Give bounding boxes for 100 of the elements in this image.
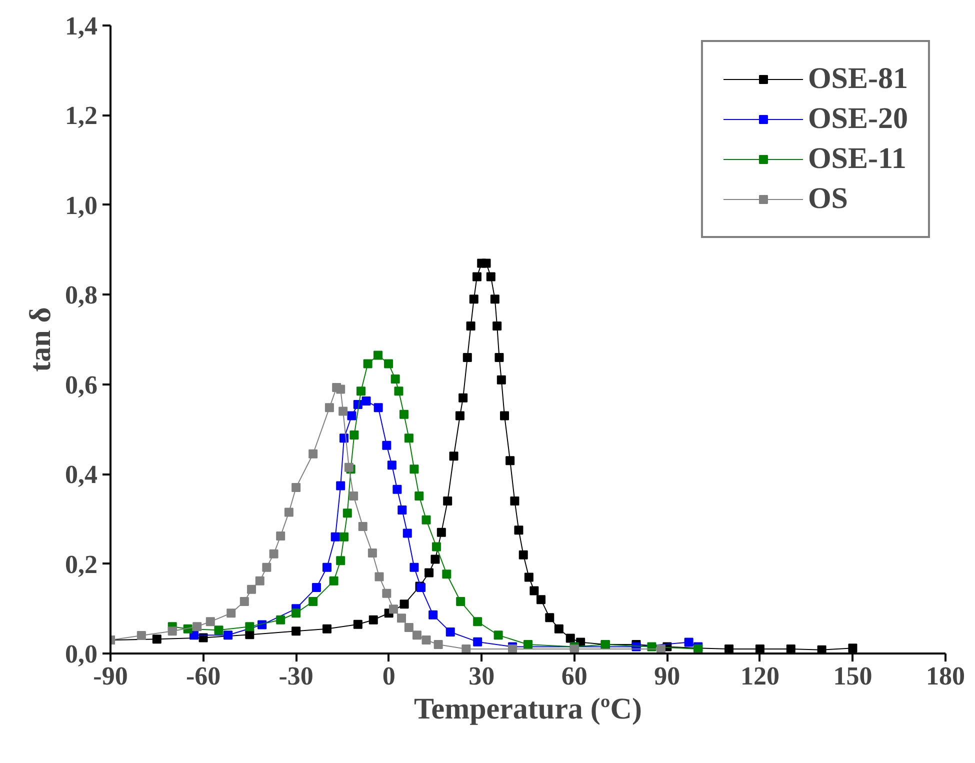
point bbox=[432, 542, 441, 552]
point bbox=[545, 613, 554, 622]
point bbox=[245, 622, 254, 632]
point bbox=[473, 617, 482, 626]
point bbox=[374, 403, 383, 412]
point bbox=[422, 636, 431, 645]
point bbox=[848, 644, 858, 653]
x-tick-label: -60 bbox=[186, 662, 221, 690]
point bbox=[455, 411, 464, 420]
point bbox=[514, 526, 524, 535]
point bbox=[684, 638, 694, 647]
point bbox=[292, 626, 301, 636]
point bbox=[168, 626, 177, 636]
point bbox=[410, 562, 419, 572]
y-tick-label: 0,2 bbox=[65, 550, 98, 579]
point bbox=[524, 572, 534, 582]
point bbox=[508, 644, 518, 654]
point bbox=[490, 294, 500, 304]
point bbox=[368, 548, 377, 558]
point bbox=[458, 393, 468, 402]
y-tick-label: 1,0 bbox=[65, 190, 98, 220]
point bbox=[449, 452, 458, 461]
point bbox=[356, 386, 366, 396]
point bbox=[424, 568, 434, 578]
point bbox=[494, 352, 504, 362]
point bbox=[336, 481, 346, 490]
x-tick-label: 180 bbox=[926, 662, 965, 690]
x-tick-label: 60 bbox=[561, 662, 588, 690]
point bbox=[466, 322, 476, 331]
x-tick-label: -30 bbox=[278, 662, 314, 690]
point bbox=[363, 359, 372, 368]
legend-label: OSE-11 bbox=[808, 142, 906, 176]
point bbox=[350, 430, 359, 440]
point bbox=[308, 449, 318, 458]
point bbox=[472, 272, 482, 282]
point bbox=[486, 272, 496, 282]
point bbox=[152, 634, 162, 644]
point bbox=[494, 630, 503, 640]
point bbox=[284, 508, 294, 517]
x-tick-label: 150 bbox=[833, 662, 872, 690]
point bbox=[422, 515, 431, 524]
x-tick-label: 30 bbox=[468, 662, 495, 690]
point bbox=[402, 528, 412, 538]
point bbox=[192, 622, 202, 632]
point bbox=[404, 434, 414, 443]
point bbox=[392, 484, 402, 494]
point bbox=[394, 386, 404, 396]
point bbox=[362, 396, 371, 406]
point bbox=[496, 375, 506, 384]
point bbox=[456, 596, 466, 606]
point bbox=[506, 456, 515, 466]
y-tick-label: 0,8 bbox=[65, 280, 98, 310]
point bbox=[436, 528, 446, 537]
point bbox=[510, 496, 520, 506]
point bbox=[482, 258, 491, 268]
point bbox=[384, 359, 394, 368]
x-tick-label: 0 bbox=[382, 662, 396, 690]
point bbox=[443, 496, 452, 506]
legend-label: OSE-81 bbox=[808, 62, 908, 96]
legend-label: OS bbox=[808, 182, 848, 216]
point bbox=[755, 644, 764, 654]
point bbox=[136, 631, 146, 640]
point bbox=[312, 583, 321, 592]
point bbox=[473, 637, 482, 646]
point bbox=[399, 410, 408, 419]
point bbox=[347, 411, 356, 420]
point bbox=[786, 644, 796, 654]
point bbox=[492, 322, 502, 331]
y-tick-label: 1,4 bbox=[65, 12, 98, 40]
point bbox=[387, 460, 396, 470]
point bbox=[382, 588, 392, 598]
legend-label: OSE-20 bbox=[808, 102, 908, 136]
x-tick-label: 120 bbox=[740, 662, 780, 690]
point bbox=[390, 374, 400, 384]
point bbox=[404, 622, 414, 632]
point bbox=[324, 403, 334, 412]
point bbox=[336, 556, 346, 566]
point bbox=[374, 350, 383, 360]
point bbox=[446, 627, 455, 636]
point bbox=[412, 630, 422, 640]
point bbox=[724, 644, 734, 654]
point bbox=[206, 617, 215, 626]
point bbox=[349, 492, 358, 501]
point bbox=[462, 644, 471, 654]
point bbox=[292, 608, 301, 618]
point bbox=[329, 576, 338, 586]
point bbox=[518, 550, 528, 560]
point bbox=[410, 464, 419, 474]
x-axis-title: Temperatura (ºC) bbox=[414, 692, 642, 726]
point bbox=[656, 644, 666, 654]
point bbox=[358, 522, 368, 532]
point bbox=[262, 562, 272, 572]
point bbox=[342, 508, 352, 518]
point bbox=[434, 640, 443, 650]
point bbox=[338, 406, 348, 416]
x-tick-label: 90 bbox=[654, 662, 680, 690]
point bbox=[336, 384, 346, 394]
point bbox=[308, 596, 318, 606]
point bbox=[397, 614, 406, 623]
point bbox=[530, 586, 539, 596]
